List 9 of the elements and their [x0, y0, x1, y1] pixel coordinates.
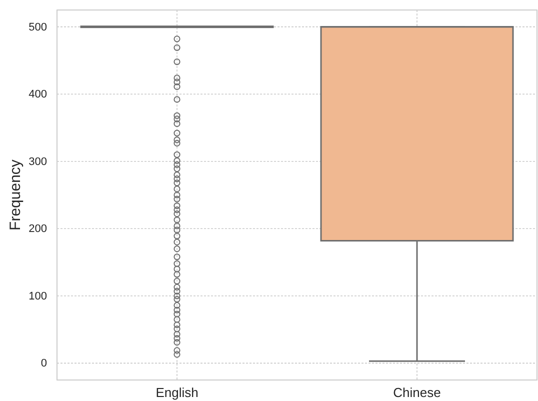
x-tick-label: English: [156, 385, 198, 400]
y-tick-label: 100: [28, 290, 47, 302]
y-tick-label: 0: [40, 358, 47, 370]
x-tick-label: Chinese: [393, 385, 441, 400]
y-tick-label: 500: [28, 21, 47, 34]
y-tick-label: 200: [28, 223, 47, 236]
y-axis-title: Frequency: [7, 159, 24, 230]
y-tick-label: 300: [28, 156, 47, 168]
y-tick-label: 400: [28, 88, 47, 101]
